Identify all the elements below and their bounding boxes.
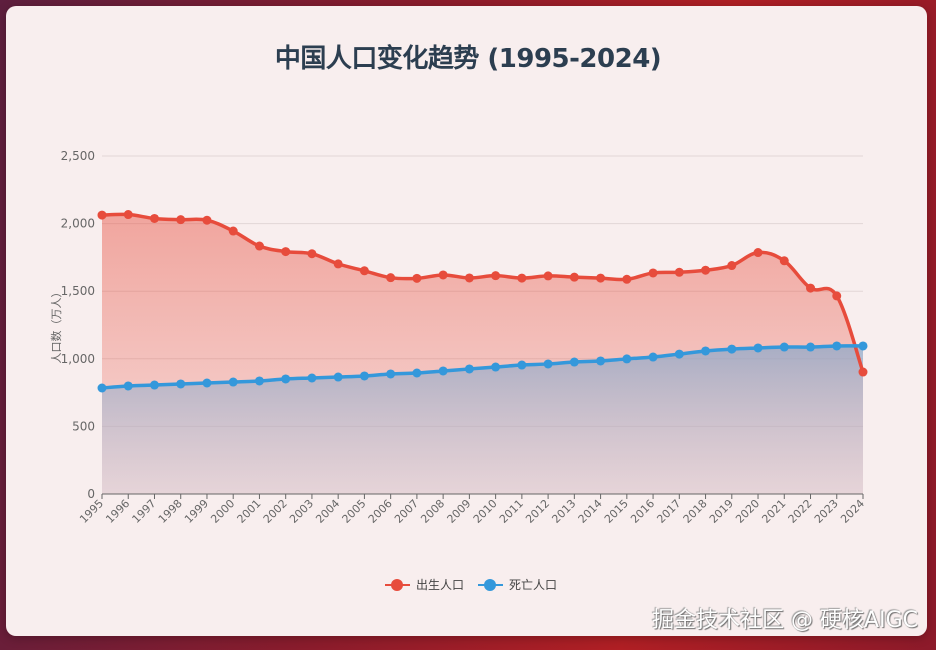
legend: 出生人口 死亡人口 (385, 576, 557, 593)
svg-text:2016: 2016 (628, 497, 657, 526)
svg-text:1,000: 1,000 (61, 352, 95, 366)
svg-text:2017: 2017 (654, 497, 683, 526)
y-axis-ticks: 0 500 1,000 1,500 2,000 2,500 (61, 149, 95, 501)
x-axis-ticks: 1995199619971998199920002001200220032004… (77, 494, 867, 526)
legend-item-deaths[interactable]: 死亡人口 (478, 576, 557, 593)
svg-text:2,500: 2,500 (61, 149, 95, 163)
svg-text:2006: 2006 (366, 497, 395, 526)
svg-text:1998: 1998 (156, 497, 185, 526)
svg-text:2008: 2008 (418, 497, 447, 526)
svg-text:2009: 2009 (445, 497, 474, 526)
svg-text:2010: 2010 (471, 497, 500, 526)
svg-text:2001: 2001 (235, 497, 264, 526)
svg-text:2018: 2018 (681, 497, 710, 526)
svg-text:2020: 2020 (733, 497, 762, 526)
svg-text:2,000: 2,000 (61, 217, 95, 231)
legend-label-deaths: 死亡人口 (509, 578, 558, 592)
svg-text:2005: 2005 (340, 497, 369, 526)
svg-text:2023: 2023 (812, 497, 841, 526)
legend-label-births: 出生人口 (416, 578, 465, 592)
svg-text:2019: 2019 (707, 497, 736, 526)
svg-text:2015: 2015 (602, 497, 631, 526)
legend-item-births[interactable]: 出生人口 (385, 576, 464, 593)
svg-text:2003: 2003 (287, 497, 316, 526)
watermark: 掘金技术社区 @ 硬核AIGC (652, 608, 918, 633)
legend-swatch-icon (478, 578, 504, 592)
svg-text:500: 500 (72, 419, 95, 433)
legend-dot-deaths (484, 578, 497, 591)
svg-text:2014: 2014 (576, 497, 605, 526)
series-points[interactable] (97, 210, 868, 393)
svg-text:2024: 2024 (838, 497, 867, 526)
svg-text:1995: 1995 (77, 497, 106, 526)
svg-text:2021: 2021 (759, 497, 788, 526)
legend-dot-births (391, 578, 403, 591)
y-axis-label: 人口数（万人） (50, 287, 63, 364)
svg-text:2000: 2000 (208, 497, 237, 526)
legend-swatch-icon (385, 578, 410, 592)
svg-text:2007: 2007 (392, 497, 421, 526)
svg-text:1999: 1999 (182, 497, 211, 526)
svg-text:2013: 2013 (549, 497, 578, 526)
svg-text:2004: 2004 (313, 497, 342, 526)
chart-title: 中国人口变化趋势 (1995-2024) (274, 44, 662, 74)
svg-text:2011: 2011 (497, 497, 526, 526)
svg-text:2012: 2012 (523, 497, 552, 526)
svg-text:2002: 2002 (261, 497, 290, 526)
svg-text:1997: 1997 (130, 497, 159, 526)
svg-text:2022: 2022 (786, 497, 815, 526)
svg-text:1,500: 1,500 (61, 284, 95, 298)
series-areas (102, 214, 863, 494)
svg-text:1996: 1996 (103, 497, 132, 526)
svg-text:0: 0 (87, 487, 95, 501)
